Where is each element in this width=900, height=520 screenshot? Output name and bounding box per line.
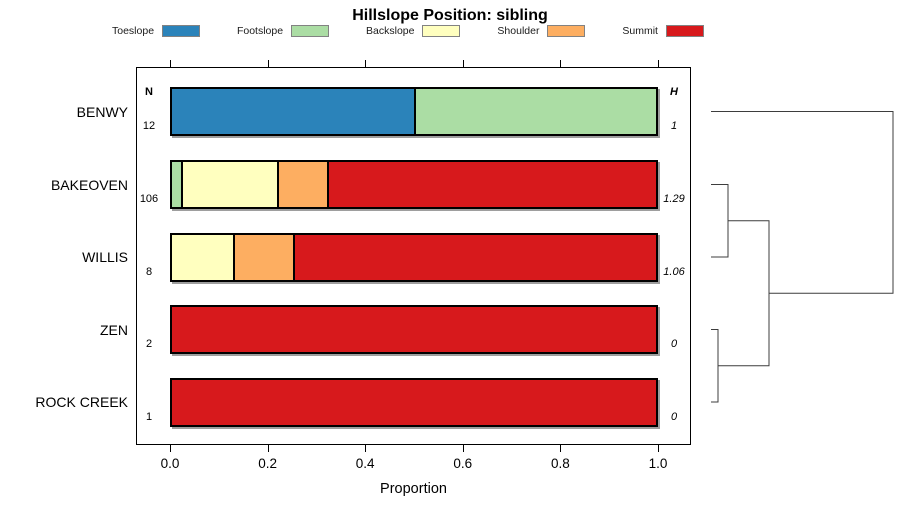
legend-item-toeslope: Toeslope xyxy=(112,25,201,37)
dendrogram-branch xyxy=(711,329,719,403)
x-tick-label: 1.0 xyxy=(648,456,668,471)
bar-segment-footslope xyxy=(414,89,656,134)
x-tick-label: 0.0 xyxy=(160,456,180,471)
x-tick-label: 0.8 xyxy=(551,456,570,471)
axis-tick-top xyxy=(267,60,269,67)
category-label: BAKEOVEN xyxy=(50,176,128,193)
n-value: 8 xyxy=(145,265,153,278)
n-value: 106 xyxy=(139,193,159,205)
axis-tick-bottom xyxy=(170,445,171,452)
axis-tick-bottom xyxy=(560,445,562,452)
n-value: 12 xyxy=(142,120,156,132)
h-value: 1.29 xyxy=(663,193,685,205)
legend-label: Backslope xyxy=(366,25,415,37)
dendrogram-branch xyxy=(711,184,729,258)
h-value: 0 xyxy=(670,338,678,350)
legend-label: Shoulder xyxy=(497,25,540,37)
axis-tick-bottom xyxy=(462,445,464,452)
bar-segment-shoulder xyxy=(277,162,328,207)
legend-label: Footslope xyxy=(236,25,284,37)
dendrogram-branch xyxy=(711,111,894,294)
axis-tick-bottom xyxy=(267,445,269,452)
bar-segment-toeslope xyxy=(172,89,414,134)
dendrogram xyxy=(711,111,894,403)
legend-swatch-shoulder xyxy=(547,25,586,37)
bar-segment-footslope xyxy=(172,162,182,207)
n-column-header: N xyxy=(145,86,153,98)
bar-segment-summit xyxy=(172,307,656,352)
h-value: 1.06 xyxy=(663,265,685,278)
stacked-bar-willis xyxy=(170,232,658,282)
h-value: 0 xyxy=(670,410,678,423)
category-label: BENWY xyxy=(76,103,128,120)
stacked-bar-rock-creek xyxy=(170,377,658,427)
legend-item-footslope: Footslope xyxy=(236,25,330,37)
h-value: 1 xyxy=(670,120,678,132)
stacked-bar-benwy xyxy=(170,87,658,136)
legend-swatch-footslope xyxy=(291,25,330,37)
bar-segment-backslope xyxy=(172,234,233,280)
axis-tick-bottom xyxy=(365,445,367,452)
axis-tick-top xyxy=(462,60,464,67)
legend-item-backslope: Backslope xyxy=(366,25,461,37)
axis-tick-bottom xyxy=(658,445,659,452)
stacked-bar-zen xyxy=(170,305,658,354)
legend-item-shoulder: Shoulder xyxy=(497,25,586,37)
axis-tick-top xyxy=(560,60,562,67)
category-label: ZEN xyxy=(100,321,128,338)
n-value: 2 xyxy=(145,338,153,350)
legend: Toeslope Footslope Backslope Shoulder Summit xyxy=(112,25,704,37)
category-label: WILLIS xyxy=(82,249,128,265)
dendrogram-branch xyxy=(718,220,770,367)
n-value: 1 xyxy=(145,410,153,423)
legend-label: Toeslope xyxy=(112,25,155,37)
bar-segment-summit xyxy=(293,234,656,280)
legend-swatch-backslope xyxy=(422,25,461,37)
bar-segment-summit xyxy=(172,379,656,425)
h-column-header: H xyxy=(670,86,678,98)
axis-tick-top xyxy=(365,60,367,67)
x-axis-title: Proportion xyxy=(380,481,447,497)
x-tick-label: 0.2 xyxy=(258,456,277,471)
bar-segment-summit xyxy=(327,162,656,207)
x-tick-label: 0.6 xyxy=(453,456,473,471)
legend-item-summit: Summit xyxy=(622,25,704,37)
legend-swatch-toeslope xyxy=(162,25,201,37)
x-tick-label: 0.4 xyxy=(355,456,375,471)
bar-segment-backslope xyxy=(181,162,278,207)
legend-swatch-summit xyxy=(665,25,704,37)
category-label: ROCK CREEK xyxy=(35,394,128,410)
chart-title: Hillslope Position: sibling xyxy=(352,7,548,24)
axis-tick-top xyxy=(658,60,659,67)
stacked-bar-bakeoven xyxy=(170,160,658,209)
legend-label: Summit xyxy=(622,25,658,37)
bar-segment-shoulder xyxy=(232,234,293,280)
axis-tick-top xyxy=(170,60,171,67)
